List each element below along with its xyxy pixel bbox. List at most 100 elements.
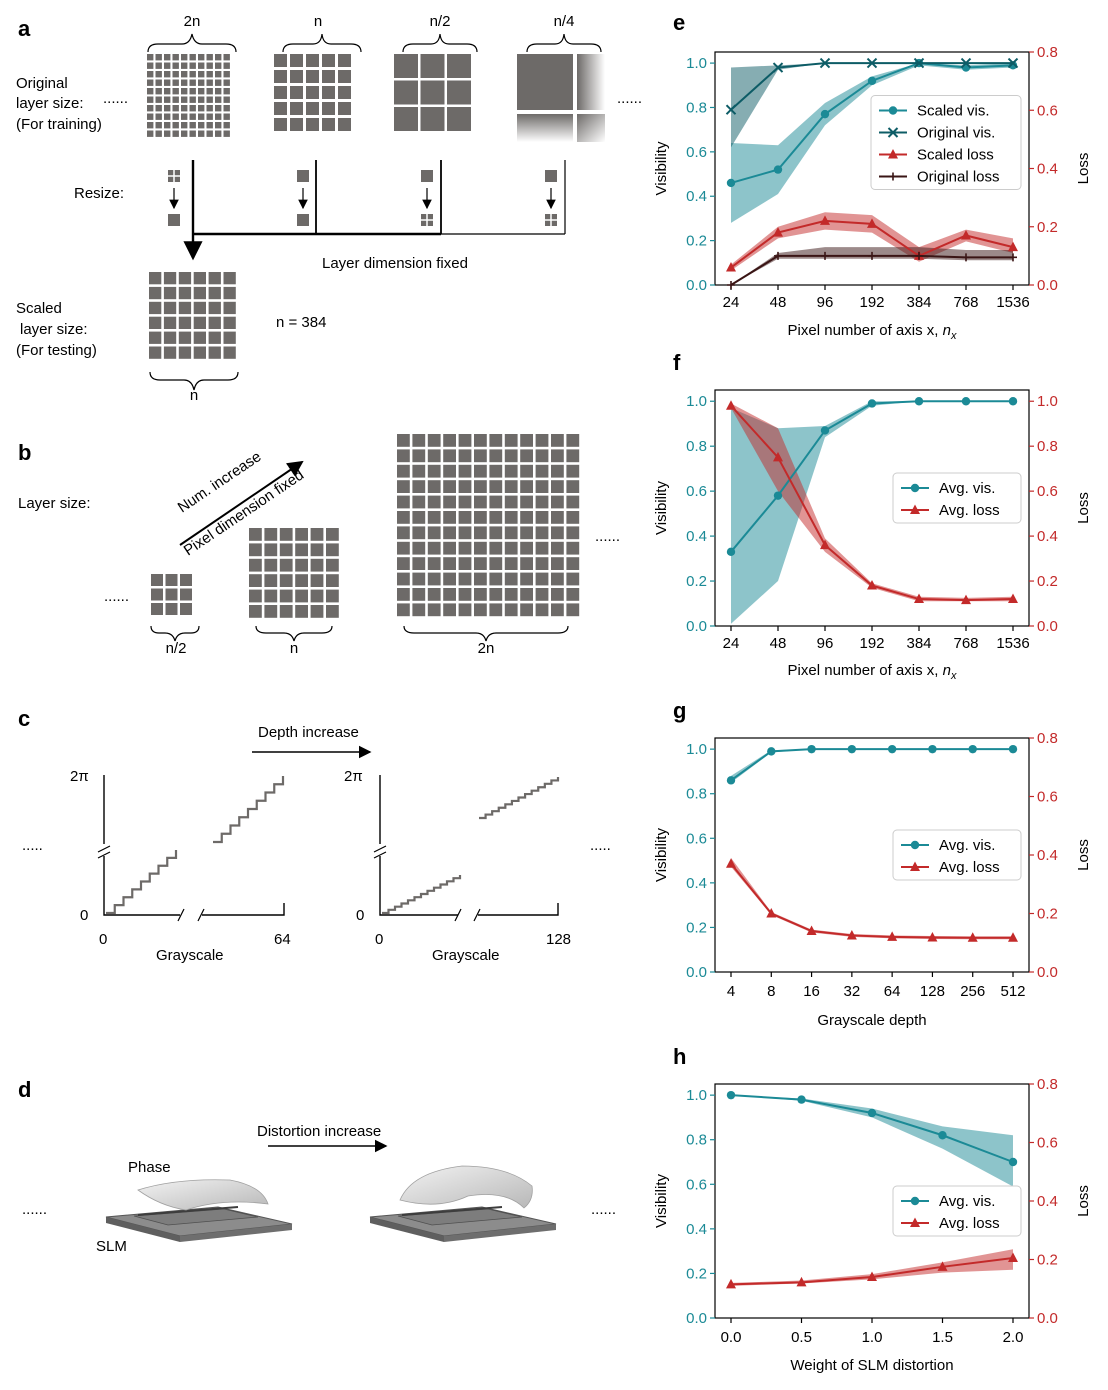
scaled-label-line2: layer size:	[20, 321, 88, 338]
xtick-label: 192	[859, 294, 884, 311]
ytick-left-label: 0.6	[686, 1176, 707, 1193]
pixel-cell	[215, 71, 222, 78]
pixel-cell	[397, 449, 410, 463]
xtick-label: 1.5	[932, 1329, 953, 1346]
pixel-cell	[274, 54, 287, 67]
pixel-cell	[147, 122, 154, 129]
marker-circle	[1008, 744, 1018, 754]
ytick-left-label: 0.6	[686, 830, 707, 847]
pixel-cell	[274, 118, 287, 131]
pixel-cell	[520, 449, 533, 463]
marker-circle	[961, 63, 971, 72]
pixel-cell	[310, 543, 324, 557]
resize-cell	[545, 170, 557, 182]
pixel-cell	[155, 96, 162, 103]
pixel-cell	[551, 511, 564, 524]
pixel-cell	[180, 603, 192, 615]
pixel-cell	[147, 71, 154, 78]
pixel-cell	[181, 96, 188, 103]
ytick-right-label: 0.0	[1037, 1310, 1058, 1327]
marker-x	[819, 57, 831, 69]
pixel-cell	[164, 96, 171, 103]
pixel-cell	[551, 541, 564, 555]
pixel-cell	[249, 528, 262, 541]
pixel-cell	[474, 434, 487, 447]
pixel-cell	[249, 543, 262, 557]
pixel-cell	[206, 122, 213, 129]
marker-circle	[1008, 1157, 1018, 1167]
pixel-cell	[223, 96, 230, 103]
pixel-cell	[215, 96, 222, 103]
legend-label: Avg. vis.	[939, 837, 995, 854]
pixel-cell	[223, 122, 230, 129]
pixel-cell	[274, 70, 287, 83]
pixel-cell	[338, 70, 351, 83]
pixel-cell	[172, 62, 179, 69]
scaled-label-line1: Scaled	[16, 300, 62, 317]
pixel-cell	[165, 588, 178, 601]
pixel-cell	[147, 96, 154, 103]
pixel-cell	[163, 301, 177, 315]
marker-circle	[928, 744, 937, 754]
pixel-cell	[551, 434, 564, 447]
ytick-left-label: 0.6	[686, 483, 707, 500]
marker-triangle	[961, 229, 971, 240]
phase-sheet-right	[399, 1165, 533, 1209]
pixel-cell	[172, 130, 179, 137]
ytick-left-label: 1.0	[686, 55, 707, 72]
pixel-cell	[172, 122, 179, 129]
resize-icons	[168, 170, 557, 226]
panel-label-a: a	[18, 16, 31, 41]
pixel-cell	[458, 511, 472, 524]
marker-triangle	[914, 593, 924, 604]
pixel-cell	[520, 495, 533, 509]
pixel-cell	[412, 526, 426, 540]
legend-label: Avg. loss	[939, 859, 1000, 876]
pixel-cell	[274, 86, 287, 99]
pixel-cell	[326, 574, 339, 587]
pixel-cell	[326, 605, 339, 618]
pixel-cell	[172, 71, 179, 78]
marker-circle	[820, 426, 830, 435]
xtick-label: 384	[906, 635, 931, 652]
pixel-cell	[397, 541, 410, 555]
pixel-cell	[397, 557, 410, 570]
pixel-cell	[264, 574, 278, 587]
pixel-cell	[147, 105, 154, 112]
pixel-cell	[504, 449, 518, 463]
confidence-band	[731, 63, 1013, 223]
pixel-cell	[198, 96, 205, 103]
marker-circle	[867, 399, 877, 408]
marker-triangle	[927, 931, 938, 942]
pixel-cell	[290, 118, 303, 131]
pixel-cell	[458, 541, 472, 555]
pixel-cell	[223, 54, 230, 61]
pixel-cell	[249, 605, 262, 618]
marker-triangle	[1008, 241, 1018, 252]
pixel-cell	[310, 605, 324, 618]
pixel-cell	[164, 62, 171, 69]
pixel-cell	[178, 272, 192, 285]
pixel-cell	[223, 286, 236, 300]
pixel-cell	[149, 272, 162, 285]
pixel-cell	[223, 105, 230, 112]
staircase-left-upper	[213, 776, 285, 844]
resize-cell	[545, 214, 551, 220]
ytick-right-label: 0.0	[1037, 618, 1058, 635]
pixel-cell	[394, 80, 418, 105]
pixel-cell	[458, 526, 472, 540]
marker-plus	[821, 251, 829, 260]
pixel-cell	[566, 572, 580, 586]
zero-x-right: 0	[375, 931, 383, 948]
marker-circle	[910, 840, 920, 850]
marker-x	[1007, 57, 1019, 69]
scaled-n-label: n	[190, 387, 198, 404]
phase-staircase	[106, 850, 178, 915]
marker-triangle	[726, 400, 736, 410]
pixel-cell	[394, 107, 418, 131]
pixel-cell	[164, 54, 171, 61]
pixel-cell	[489, 603, 503, 617]
marker-triangle	[766, 908, 777, 918]
pixel-cell	[310, 574, 324, 587]
pixel-cell	[249, 589, 262, 603]
